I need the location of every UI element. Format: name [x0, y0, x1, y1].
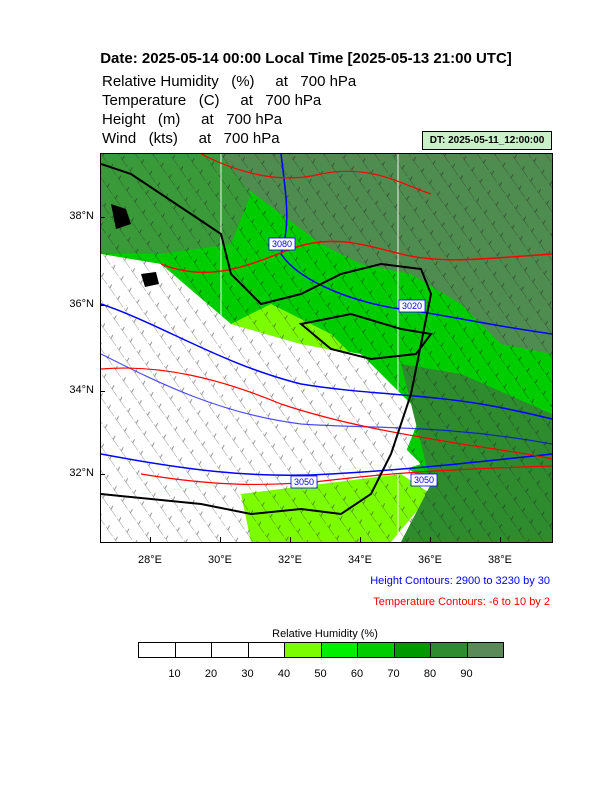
lat-label-32n: 32°N — [69, 467, 94, 479]
map-panel: 3080 3020 3050 3050 — [100, 153, 553, 543]
temperature-contours-note: Temperature Contours: -6 to 10 by 2 — [373, 596, 550, 608]
lon-tick-36e — [430, 537, 431, 542]
lon-label-34e: 34°E — [348, 554, 372, 566]
height-label-box-2 — [398, 299, 426, 313]
legend-color-box — [211, 642, 249, 658]
legend-tick-label: 90 — [460, 668, 473, 680]
legend-tick-label: 80 — [423, 668, 437, 680]
legend-color-box — [284, 642, 322, 658]
height-contour-3020 — [101, 353, 552, 445]
init-time-badge: DT: 2025-05-11_12:00:00 — [422, 131, 552, 150]
map-title: Date: 2025-05-14 00:00 Local Time [2025-… — [100, 50, 512, 67]
variable-line-rh: Relative Humidity (%) at 700 hPa — [102, 73, 357, 90]
legend-color-box — [430, 642, 468, 658]
variable-list: Relative Humidity (%) at 700 hPa Tempera… — [102, 72, 356, 148]
height-contour-label-3: 3050 — [294, 477, 314, 487]
wind-barbs-layer — [101, 154, 552, 542]
legend-tick-labels: 10 20 30 40 50 60 70 80 90 — [138, 668, 538, 682]
lon-label-28e: 28°E — [138, 554, 162, 566]
legend-tick-label: 20 — [204, 668, 218, 680]
lon-tick-38e — [500, 537, 501, 542]
lat-tick-36n — [100, 305, 105, 306]
lon-label-30e: 30°E — [208, 554, 232, 566]
lon-label-36e: 36°E — [418, 554, 442, 566]
legend-tick-label: 30 — [241, 668, 254, 680]
height-contour-label-1: 3080 — [272, 239, 292, 249]
lon-tick-30e — [220, 537, 221, 542]
legend-color-box — [357, 642, 395, 658]
legend-colorbar — [138, 642, 504, 658]
lat-tick-34n — [100, 391, 105, 392]
legend-tick-label: 60 — [350, 668, 364, 680]
legend-color-box — [320, 642, 358, 658]
lon-label-38e: 38°E — [488, 554, 512, 566]
lat-tick-38n — [100, 217, 105, 218]
map-canvas: 3080 3020 3050 3050 — [101, 154, 552, 542]
temperature-contour-b — [140, 465, 552, 486]
legend-color-box — [393, 642, 431, 658]
lat-label-38n: 38°N — [69, 210, 94, 222]
legend-color-box — [138, 642, 176, 658]
legend-tick-label: 50 — [314, 668, 327, 680]
height-contour-label-2: 3020 — [402, 301, 422, 311]
legend-color-box — [466, 642, 504, 658]
height-contour-3050 — [101, 303, 552, 420]
island-marker-1 — [111, 204, 131, 229]
coastline-cyprus — [298, 312, 433, 361]
height-label-box-1 — [268, 237, 296, 251]
height-label-box-4 — [410, 473, 438, 487]
legend-color-box — [174, 642, 212, 658]
height-contours-note: Height Contours: 2900 to 3230 by 30 — [370, 575, 550, 587]
temperature-contour-d — [200, 154, 432, 195]
lat-tick-32n — [100, 474, 105, 475]
lat-label-34n: 34°N — [69, 384, 94, 396]
legend-tick-label: 70 — [387, 668, 400, 680]
height-contour-3080 — [101, 453, 552, 477]
legend-tick-label: 10 — [168, 668, 181, 680]
lat-label-36n: 36°N — [69, 298, 94, 310]
variable-line-wind: Wind (kts) at 700 hPa — [102, 130, 280, 147]
lon-tick-28e — [150, 537, 151, 542]
legend-title: Relative Humidity (%) — [272, 628, 378, 640]
lon-tick-34e — [360, 537, 361, 542]
variable-line-height: Height (m) at 700 hPa — [102, 111, 283, 128]
height-contour-2990 — [280, 154, 552, 335]
height-label-box-3 — [290, 475, 318, 489]
lon-label-32e: 32°E — [278, 554, 302, 566]
island-marker-2 — [141, 272, 159, 287]
legend-color-box — [247, 642, 285, 658]
legend-tick-label: 40 — [277, 668, 291, 680]
height-contour-label-4: 3050 — [414, 475, 434, 485]
coastline-main — [101, 163, 433, 516]
variable-line-temperature: Temperature (C) at 700 hPa — [102, 92, 322, 109]
temperature-contour-a — [101, 367, 552, 460]
lon-tick-32e — [290, 537, 291, 542]
